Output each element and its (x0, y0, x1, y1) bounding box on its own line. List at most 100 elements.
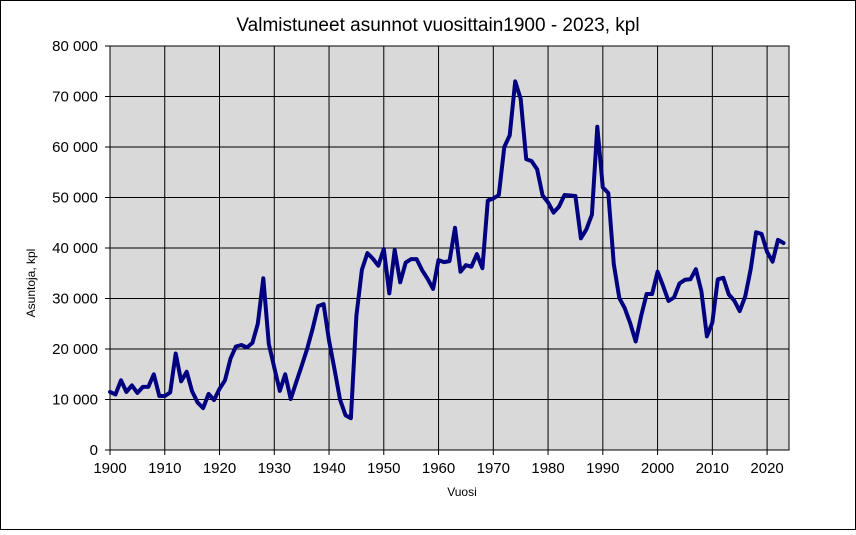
data-point (438, 259, 439, 261)
data-point (564, 194, 565, 196)
data-point (498, 194, 500, 196)
data-point (328, 339, 330, 341)
data-point (235, 346, 237, 347)
data-point (120, 379, 122, 381)
data-point (131, 384, 133, 386)
data-point (509, 134, 511, 136)
y-tick-label: 70 000 (52, 89, 98, 106)
data-point (372, 258, 374, 260)
data-point (180, 380, 182, 382)
data-point (744, 296, 746, 297)
data-point (301, 365, 303, 367)
data-point (251, 342, 253, 344)
data-point (388, 292, 390, 294)
data-point (783, 242, 784, 244)
data-point (240, 344, 242, 346)
data-point (668, 300, 669, 302)
data-point (208, 393, 210, 395)
data-point (416, 258, 418, 260)
data-point (673, 297, 675, 298)
x-tick-label: 1950 (367, 460, 400, 477)
data-point (761, 233, 763, 235)
data-point (662, 285, 664, 287)
data-point (350, 417, 352, 419)
data-point (684, 279, 686, 281)
data-point (136, 392, 138, 394)
data-point (733, 300, 735, 301)
data-point (158, 395, 160, 397)
data-point (460, 271, 461, 273)
data-point (706, 335, 708, 337)
data-point (339, 399, 341, 400)
data-point (481, 267, 483, 269)
data-point (262, 277, 264, 279)
x-tick-label: 1980 (531, 460, 564, 477)
data-point (525, 158, 527, 160)
x-tick-label: 2000 (641, 460, 674, 477)
y-tick-label: 0 (90, 442, 98, 459)
data-point (345, 414, 346, 416)
data-point (306, 348, 308, 350)
data-point (624, 307, 626, 309)
data-point (290, 398, 292, 400)
data-point (613, 263, 615, 265)
data-point (115, 393, 116, 395)
data-point (607, 192, 609, 194)
data-point (186, 371, 188, 373)
data-point (777, 239, 779, 241)
series-line (108, 79, 786, 421)
data-point (470, 266, 472, 268)
data-point (514, 80, 516, 82)
data-point (465, 264, 467, 266)
data-point (772, 261, 774, 263)
y-axis-ticks: 0 10 000 20 000 30 000 40 000 50 000 60 000 70 … (52, 38, 110, 459)
data-point (268, 343, 270, 345)
data-point (755, 231, 757, 233)
data-point (377, 265, 379, 267)
data-point (443, 261, 445, 263)
data-point (164, 395, 166, 397)
data-point (695, 268, 697, 270)
data-point (596, 126, 598, 128)
data-point (219, 388, 220, 390)
data-point (542, 195, 544, 196)
data-point (257, 323, 259, 325)
data-point (230, 358, 231, 360)
data-point (394, 249, 396, 251)
data-point (766, 251, 768, 253)
data-point (224, 379, 226, 381)
x-axis-ticks: 1900 1910 1920 1930 1940 1950 1960 1970 1980 1990… (93, 450, 784, 477)
data-point (361, 269, 363, 271)
data-point (323, 303, 325, 305)
data-point (531, 160, 533, 162)
y-tick-label: 60 000 (52, 139, 98, 156)
data-point (432, 288, 434, 290)
data-point (153, 373, 155, 375)
x-tick-label: 1960 (422, 460, 455, 477)
data-point (717, 278, 719, 280)
x-tick-label: 1900 (93, 460, 126, 477)
data-point (750, 268, 752, 270)
data-point (410, 258, 412, 260)
data-point (711, 322, 713, 324)
data-point (383, 248, 385, 250)
x-tick-label: 2010 (696, 460, 729, 477)
data-point (553, 212, 554, 214)
data-point (142, 386, 144, 388)
data-point (722, 277, 724, 279)
data-point (689, 278, 691, 280)
data-point (454, 227, 456, 229)
y-tick-label: 40 000 (52, 240, 98, 257)
data-point (191, 390, 193, 392)
data-point (175, 353, 177, 354)
data-point (476, 253, 478, 255)
data-point (585, 228, 587, 230)
data-point (536, 168, 538, 170)
data-point (739, 310, 741, 312)
data-point (147, 386, 149, 388)
data-point (520, 98, 522, 100)
x-axis-label: Vuosi (447, 485, 477, 499)
x-tick-label: 1990 (586, 460, 619, 477)
x-tick-label: 2020 (750, 460, 783, 477)
